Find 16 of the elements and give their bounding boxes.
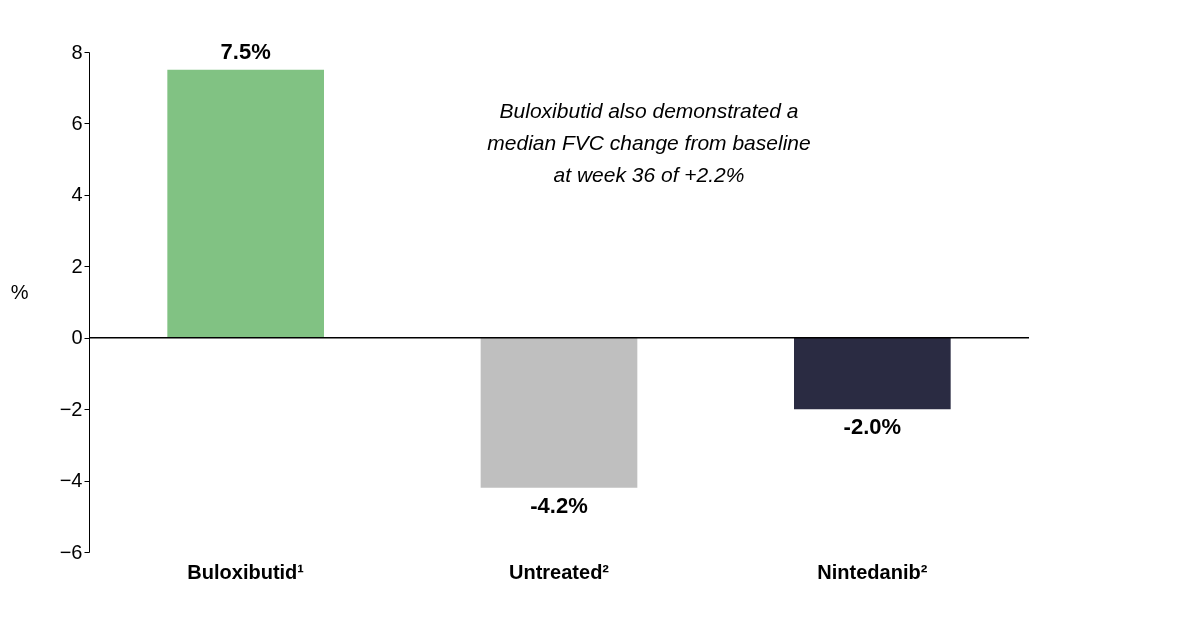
y-tick-label: 4 (71, 183, 83, 206)
y-axis-title: % (10, 280, 29, 303)
y-tick-label: −6 (59, 540, 83, 563)
y-tick-label: 0 (71, 326, 83, 349)
y-tick-label: −4 (59, 469, 83, 492)
x-tick-label: Buloxibutid¹ (187, 560, 305, 583)
x-tick-label: Untreated² (508, 560, 610, 583)
data-label: -4.2% (530, 492, 588, 518)
y-tick-label: 6 (71, 111, 83, 134)
data-label: 7.5% (220, 38, 271, 64)
x-tick-label: Nintedanib² (817, 560, 928, 583)
annotation: Buloxibutid also demonstrated a median FVC change from baseline at week 36 of +2.2% (487, 99, 811, 186)
y-tick-label: −2 (59, 397, 83, 420)
y-tick-label: 2 (71, 254, 83, 277)
data-label: -2.0% (843, 414, 902, 440)
y-tick-label: 8 (71, 40, 83, 63)
